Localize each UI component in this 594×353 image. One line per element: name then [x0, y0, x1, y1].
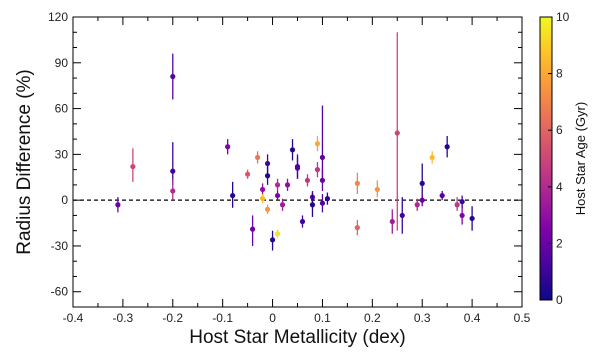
- data-point: [259, 186, 266, 193]
- colorbar: [539, 16, 553, 301]
- data-point: [389, 218, 395, 225]
- y-tick-label: 120: [48, 10, 68, 24]
- data-point: [304, 177, 311, 183]
- colorbar-tick-label: 2: [556, 236, 563, 250]
- data-point: [250, 226, 256, 232]
- x-axis: -0.4 -0.3 -0.2 -0.1 0 0.1 0.2 0.3 0.4 0.5: [63, 17, 531, 325]
- data-point: [115, 202, 121, 208]
- x-tick-label: 0.1: [314, 311, 331, 325]
- data-point: [130, 163, 136, 170]
- data-point: [314, 141, 321, 147]
- data-point: [439, 192, 445, 199]
- data-point: [259, 196, 266, 202]
- y-axis-title: Radius Difference (%): [14, 69, 35, 255]
- x-tick-label: 0.3: [414, 311, 431, 325]
- data-point: [269, 237, 276, 243]
- y-tick-label: 60: [55, 102, 69, 116]
- x-tick-label: 0: [269, 311, 276, 325]
- data-point: [414, 202, 420, 208]
- y-axis: -60 -30 0 30 60 90 120: [48, 10, 522, 308]
- data-point: [274, 231, 281, 237]
- data-point: [394, 130, 400, 136]
- x-tick-label: -0.2: [162, 311, 183, 325]
- data-point: [309, 202, 316, 208]
- x-tick-label: 0.4: [464, 311, 481, 325]
- x-axis-title: Host Star Metallicity (dex): [189, 327, 405, 348]
- x-tick-label: -0.3: [113, 311, 134, 325]
- data-point: [319, 154, 326, 161]
- y-tick-label: 30: [55, 147, 69, 161]
- colorbar-title: Host Star Age (Gyr): [573, 102, 588, 215]
- x-tick-label: -0.1: [212, 311, 233, 325]
- data-point: [279, 202, 286, 208]
- data-point: [289, 147, 296, 153]
- data-point: [419, 197, 425, 203]
- data-point: [264, 173, 271, 179]
- colorbar-tick-label: 10: [556, 10, 570, 24]
- data-point: [454, 202, 460, 208]
- data-point: [170, 73, 176, 80]
- colorbar-tick-label: 6: [556, 123, 563, 137]
- data-point: [469, 215, 475, 222]
- data-point: [170, 188, 176, 194]
- x-tick-label: 0.2: [364, 311, 381, 325]
- colorbar-ticks: 0 2 4 6 8 10: [548, 10, 570, 307]
- data-point: [274, 182, 281, 188]
- data-point: [299, 218, 306, 225]
- data-point: [245, 171, 251, 177]
- data-point: [354, 180, 360, 186]
- y-tick-label: 90: [55, 56, 69, 70]
- data-point: [294, 165, 301, 171]
- data-point: [254, 154, 261, 161]
- data-point: [459, 199, 465, 205]
- data-point: [284, 182, 291, 188]
- data-point: [274, 192, 281, 199]
- data-point: [319, 200, 326, 206]
- data-point: [264, 160, 271, 167]
- colorbar-tick-label: 4: [556, 180, 563, 194]
- data-point: [459, 212, 465, 219]
- data-point: [170, 168, 176, 174]
- data-point: [264, 206, 271, 212]
- data-point: [374, 186, 380, 193]
- data-point: [429, 154, 435, 161]
- data-point: [324, 196, 331, 202]
- y-tick-label: -30: [51, 239, 69, 253]
- data-point: [399, 212, 405, 219]
- data-point: [314, 167, 321, 173]
- data-point: [354, 225, 360, 231]
- data-point: [230, 192, 236, 199]
- data-point: [319, 177, 326, 183]
- x-tick-label: -0.4: [63, 311, 84, 325]
- data-point: [419, 180, 425, 186]
- x-tick-label: 0.5: [514, 311, 531, 325]
- colorbar-tick-label: 8: [556, 67, 563, 81]
- data-point: [444, 144, 450, 150]
- colorbar-tick-label: 0: [556, 293, 563, 307]
- y-tick-label: -60: [51, 285, 69, 299]
- data-point: [225, 144, 231, 150]
- y-tick-label: 0: [61, 193, 68, 207]
- data-points: [115, 32, 475, 251]
